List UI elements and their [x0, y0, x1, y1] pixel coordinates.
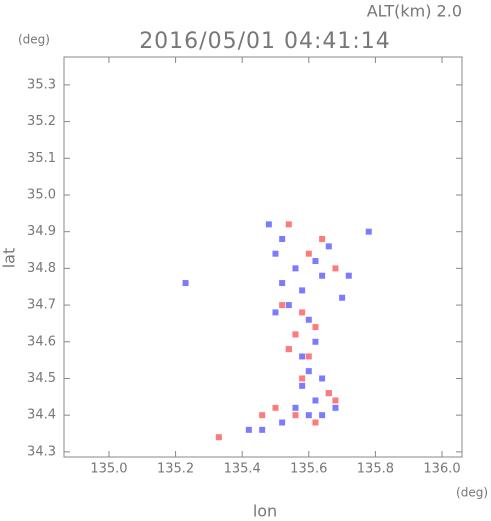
- echo-point: [215, 434, 222, 441]
- altitude-label: ALT(km) 2.0: [367, 2, 462, 21]
- echo-point: [279, 302, 286, 309]
- x-tick-label: 135.6: [290, 462, 327, 477]
- echo-point: [332, 265, 339, 272]
- y-tick-label: 34.4: [27, 408, 56, 423]
- y-tick-label: 34.7: [27, 298, 56, 313]
- echo-point: [299, 309, 306, 316]
- echo-point: [332, 404, 339, 411]
- echo-point: [305, 250, 312, 257]
- echo-point: [312, 397, 319, 404]
- y-tick-label: 34.9: [27, 224, 56, 239]
- echo-point: [332, 397, 339, 404]
- y-tick-label: 35.3: [27, 77, 56, 92]
- echo-point: [292, 404, 299, 411]
- echo-point: [312, 324, 319, 331]
- echo-point: [299, 353, 306, 360]
- echo-point: [292, 265, 299, 272]
- echo-point: [305, 368, 312, 375]
- echo-point: [292, 331, 299, 338]
- echo-point: [325, 390, 332, 397]
- x-unit: (deg): [456, 486, 488, 500]
- echo-point: [365, 228, 372, 235]
- echo-point: [312, 338, 319, 345]
- echo-point: [285, 221, 292, 228]
- echo-point: [305, 353, 312, 360]
- y-tick-label: 34.5: [27, 371, 56, 386]
- y-tick-label: 35.1: [27, 151, 56, 166]
- x-tick-label: 135.2: [157, 462, 194, 477]
- echo-point: [325, 243, 332, 250]
- y-tick-label: 34.8: [27, 261, 56, 276]
- echo-point: [272, 250, 279, 257]
- echo-point: [245, 426, 252, 433]
- echo-point: [319, 412, 326, 419]
- y-unit: (deg): [18, 33, 50, 47]
- echo-point: [259, 412, 266, 419]
- x-tick-label: 135.0: [90, 462, 127, 477]
- echo-point: [299, 287, 306, 294]
- echo-point: [292, 412, 299, 419]
- echo-point: [265, 221, 272, 228]
- y-tick-label: 35.0: [27, 187, 56, 202]
- echo-point: [319, 375, 326, 382]
- echo-point: [272, 309, 279, 316]
- echo-point: [279, 419, 286, 426]
- echo-point: [182, 280, 189, 287]
- echo-point: [345, 272, 352, 279]
- y-tick-label: 34.3: [27, 444, 56, 459]
- chart-title: 2016/05/01 04:41:14: [139, 29, 391, 54]
- echo-point: [305, 412, 312, 419]
- y-tick-label: 35.2: [27, 114, 56, 129]
- echo-point: [299, 382, 306, 389]
- echo-point: [319, 272, 326, 279]
- echo-point: [259, 426, 266, 433]
- plot-frame: [63, 56, 463, 458]
- echo-point: [312, 419, 319, 426]
- echo-point: [319, 236, 326, 243]
- echo-point: [339, 294, 346, 301]
- echo-point: [272, 404, 279, 411]
- y-tick-label: 34.6: [27, 334, 56, 349]
- x-axis-label: lon: [253, 502, 277, 521]
- echo-point: [279, 280, 286, 287]
- echo-point: [285, 346, 292, 353]
- y-axis-label: lat: [0, 248, 19, 269]
- echo-point: [299, 375, 306, 382]
- x-tick-label: 136.0: [423, 462, 460, 477]
- echo-point: [312, 258, 319, 265]
- echo-point: [305, 316, 312, 323]
- x-tick-label: 135.4: [224, 462, 261, 477]
- echo-point: [285, 302, 292, 309]
- x-tick-label: 135.8: [357, 462, 394, 477]
- echo-point: [279, 236, 286, 243]
